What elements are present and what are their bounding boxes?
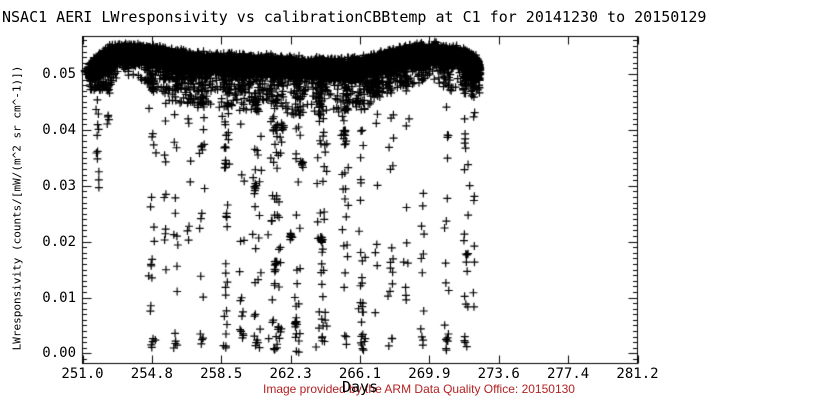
x-tick-label: 281.2 [616, 366, 659, 382]
y-tick-label: 0.04 [42, 121, 76, 138]
x-tick-label: 266.1 [338, 366, 382, 382]
x-tick-label: 251.0 [61, 366, 104, 382]
y-tick-label: 0.00 [42, 345, 76, 362]
x-tick-label: 258.5 [200, 366, 243, 382]
x-axis-label: Days [341, 378, 379, 396]
y-tick-label: 0.01 [42, 289, 76, 306]
y-tick-label: 0.02 [42, 233, 76, 250]
x-tick-label: 269.9 [408, 366, 451, 382]
x-tick-label: 254.8 [130, 366, 173, 382]
x-tick-label: 277.4 [547, 366, 590, 382]
footer-credit: Image provided by the ARM Data Quality O… [263, 382, 575, 396]
y-axis-label: LWresponsivity (counts/[mW/(m^2 sr cm^-1… [10, 65, 24, 351]
chart-title: NSAC1 AERI LWresponsivity vs calibration… [2, 8, 707, 26]
x-tick-label: 273.6 [477, 366, 520, 382]
y-tick-label: 0.05 [42, 65, 76, 82]
y-tick-label: 0.03 [42, 177, 76, 194]
x-tick-label: 262.3 [269, 366, 312, 382]
